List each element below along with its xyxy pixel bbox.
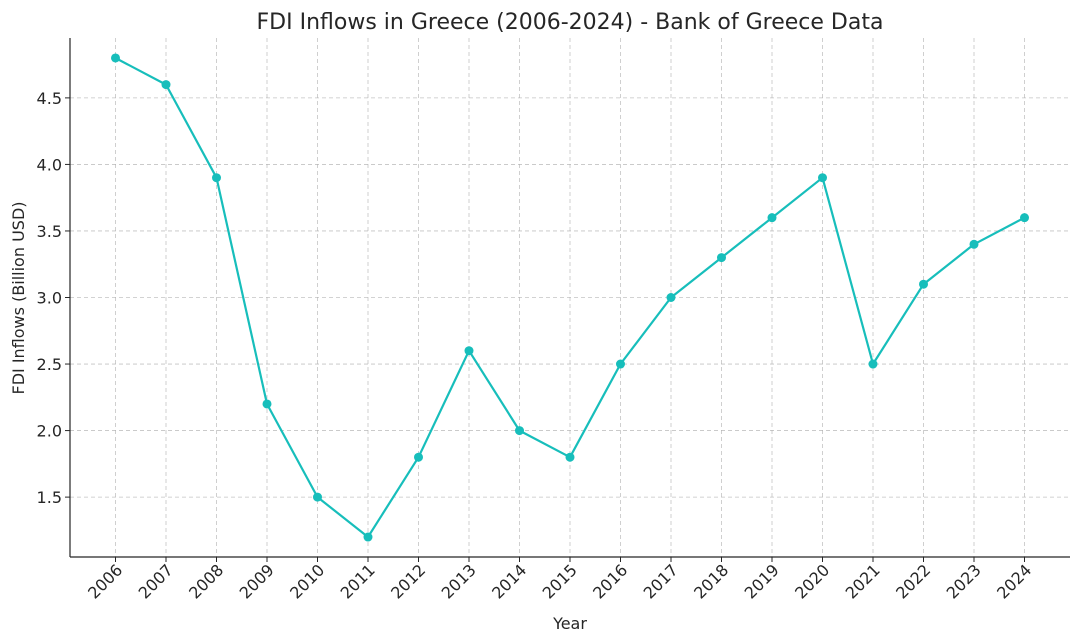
- data-point: [616, 359, 625, 369]
- data-point: [414, 452, 423, 462]
- data-point: [565, 452, 575, 462]
- data-point: [161, 80, 171, 90]
- x-tick-label: 2013: [438, 560, 480, 602]
- data-point: [111, 53, 120, 63]
- grid-lines: [70, 38, 1070, 557]
- data-point: [666, 293, 676, 302]
- x-tick-label: 2011: [337, 560, 379, 602]
- y-ticks: 1.5 2.0 2.5 3.0 3.5 4.0 4.5: [37, 89, 70, 507]
- y-tick-label: 2.5: [37, 355, 62, 374]
- data-point: [818, 173, 827, 183]
- x-tick-label: 2015: [539, 560, 581, 602]
- series-fdi: [111, 53, 1029, 542]
- x-ticks: 2006 2007 2008 2009 2010 2011 2012 2013 2014 2015…: [84, 557, 1035, 603]
- x-tick-label: 2019: [741, 560, 783, 602]
- x-tick-label: 2014: [488, 560, 530, 602]
- data-point: [212, 173, 221, 183]
- x-tick-label: 2022: [892, 560, 934, 602]
- data-point: [1020, 213, 1029, 223]
- data-point: [717, 253, 726, 263]
- data-point: [515, 426, 524, 436]
- x-tick-label: 2012: [387, 560, 429, 602]
- y-tick-label: 4.0: [37, 155, 62, 174]
- x-tick-label: 2006: [84, 560, 126, 602]
- x-tick-label: 2016: [589, 560, 631, 602]
- data-point: [919, 279, 928, 289]
- data-point: [969, 239, 979, 249]
- x-tick-label: 2023: [943, 560, 985, 602]
- x-tick-label: 2007: [135, 560, 177, 602]
- x-tick-label: 2021: [842, 560, 884, 602]
- x-tick-label: 2009: [236, 560, 278, 602]
- data-point: [464, 346, 474, 356]
- y-tick-label: 3.5: [37, 222, 62, 241]
- y-tick-label: 1.5: [37, 488, 62, 507]
- y-axis-label: FDI Inflows (Billion USD): [9, 201, 28, 394]
- x-tick-label: 2024: [993, 560, 1035, 602]
- x-tick-label: 2017: [640, 560, 682, 602]
- y-tick-label: 2.0: [37, 422, 62, 441]
- data-point: [767, 213, 777, 223]
- x-tick-label: 2008: [185, 560, 227, 602]
- data-point: [868, 359, 878, 369]
- data-point: [262, 399, 272, 409]
- y-tick-label: 3.0: [37, 289, 62, 308]
- x-tick-label: 2020: [791, 560, 833, 602]
- x-axis-label: Year: [552, 614, 587, 633]
- data-point: [363, 532, 373, 542]
- x-tick-label: 2010: [286, 560, 328, 602]
- y-tick-label: 4.5: [37, 89, 62, 108]
- chart-title: FDI Inflows in Greece (2006-2024) - Bank…: [257, 10, 884, 35]
- data-point: [313, 492, 322, 502]
- x-tick-label: 2018: [690, 560, 732, 602]
